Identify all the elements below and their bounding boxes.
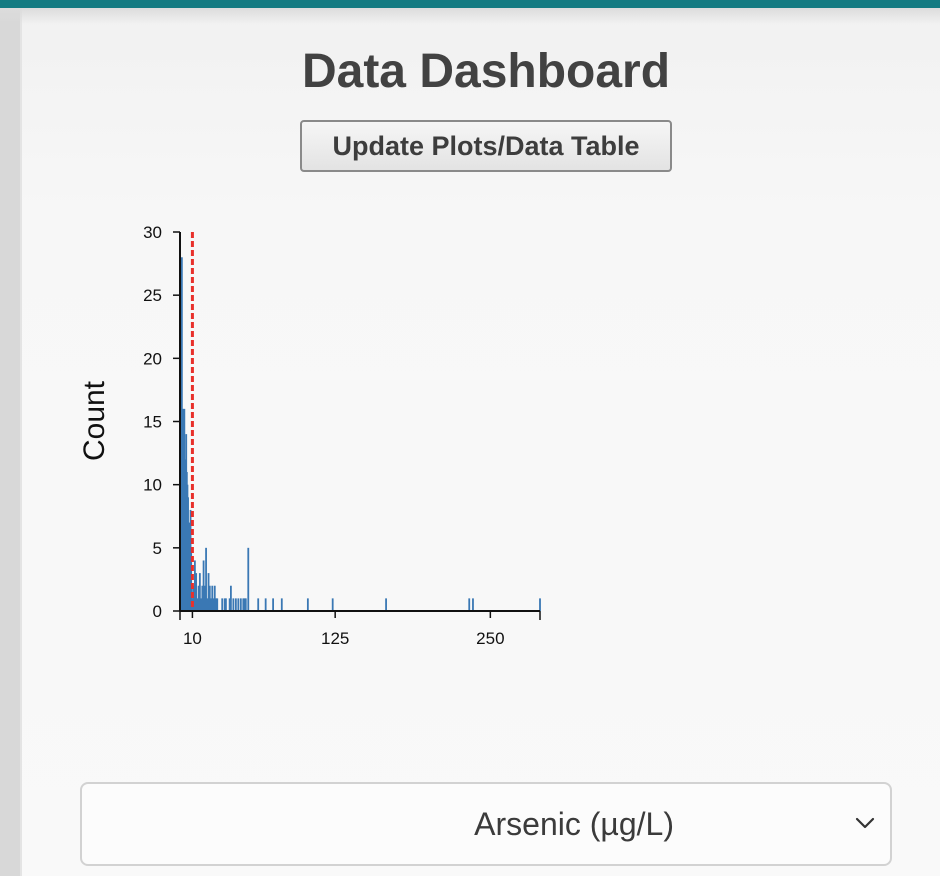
histogram-bar [228, 598, 231, 611]
y-tick-label: 0 [153, 602, 162, 621]
histogram-bar [385, 598, 387, 611]
histogram-bar [187, 497, 189, 611]
histogram-bar [230, 585, 232, 611]
top-accent-bar [0, 0, 940, 8]
y-tick-label: 5 [153, 539, 162, 558]
histogram-bar [200, 598, 202, 611]
histogram-bar [207, 573, 210, 611]
histogram-bar [208, 585, 211, 611]
histogram-chart: 0 5 10 15 20 25 30 10 125 250 Count [78, 223, 541, 648]
histogram-bar [203, 585, 206, 611]
histogram-bar [198, 573, 201, 611]
x-tick-label: 125 [321, 629, 349, 648]
y-tick-label: 25 [143, 286, 162, 305]
y-tick-label: 30 [143, 223, 162, 242]
histogram-bar [213, 585, 216, 611]
histogram-bar [221, 598, 224, 611]
histogram-bar [280, 598, 283, 611]
histogram-bar [192, 585, 195, 611]
histogram-bar [223, 598, 226, 611]
sidebar-rail [0, 8, 20, 876]
x-tick-label: 250 [476, 629, 504, 648]
histogram-bar [331, 598, 334, 611]
y-axis-title: Count [78, 380, 111, 461]
y-tick-label: 15 [143, 413, 162, 432]
histogram-bar [211, 585, 214, 611]
histogram-bar [205, 547, 207, 611]
histogram-bar [194, 560, 196, 611]
histogram-bar [244, 598, 247, 611]
histogram-bar [190, 585, 193, 611]
histogram-bar [468, 598, 471, 611]
histogram-bar [239, 598, 242, 611]
update-plots-button[interactable]: Update Plots/Data Table [300, 120, 672, 172]
histogram-bar [539, 598, 541, 611]
histogram-bar [215, 598, 217, 611]
sidebar-rail-edge [20, 8, 22, 876]
histogram-bar [247, 547, 250, 611]
y-axis: 0 5 10 15 20 25 30 [143, 223, 181, 621]
histogram-bar [201, 585, 204, 611]
x-tick-label: 10 [183, 629, 202, 648]
histogram-bar [306, 598, 309, 611]
histogram-bar [206, 598, 209, 611]
histogram-bar [237, 598, 240, 611]
histogram-bar [234, 598, 237, 611]
chevron-down-icon [855, 817, 875, 829]
histogram-bar [243, 598, 246, 611]
variable-select-value: Arsenic (µg/L) [474, 806, 674, 842]
histogram-bar [242, 598, 245, 611]
histogram-bar [225, 598, 227, 611]
x-axis: 10 125 250 [179, 610, 541, 648]
histogram-bar [232, 598, 235, 611]
histogram-bar [180, 257, 183, 611]
histogram-bar [272, 598, 274, 611]
histogram-bar [196, 598, 199, 611]
y-tick-label: 10 [143, 476, 162, 495]
histogram-bar [195, 573, 198, 611]
histogram-bar [210, 598, 212, 611]
histogram-bar [472, 598, 474, 611]
histogram-bar [202, 560, 205, 611]
top-bar-shadow [0, 8, 940, 24]
histogram-bar [264, 598, 267, 611]
histogram-bar [212, 598, 215, 611]
y-tick-label: 20 [143, 349, 162, 368]
histogram-bar [216, 598, 219, 611]
histogram-bars [179, 257, 541, 611]
variable-select[interactable]: Arsenic (µg/L) [80, 782, 892, 866]
histogram-bar [257, 598, 260, 611]
page-title: Data Dashboard [301, 45, 671, 98]
histogram-bar [197, 585, 200, 611]
